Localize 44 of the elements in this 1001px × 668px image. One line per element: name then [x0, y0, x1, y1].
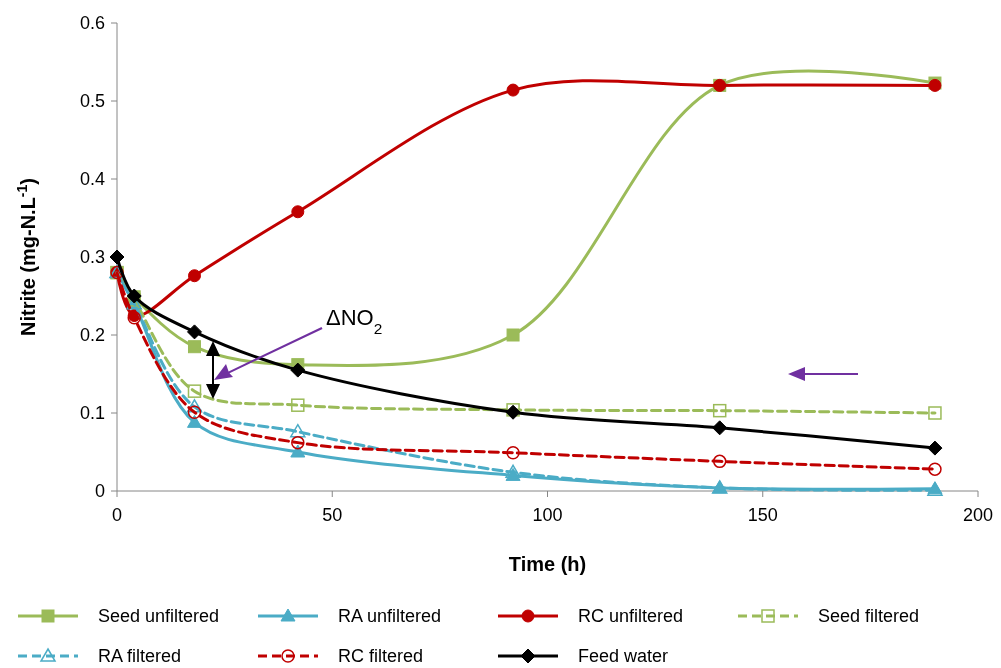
point	[928, 406, 942, 420]
x-tick-label: 200	[962, 505, 994, 525]
point	[186, 399, 203, 413]
point	[291, 435, 305, 450]
legend-label: RC unfiltered	[578, 606, 684, 626]
point	[109, 249, 125, 265]
x-axis-title: Time (h)	[508, 553, 587, 575]
legend-label: RC filtered	[338, 646, 424, 666]
point	[506, 83, 520, 97]
point	[186, 414, 202, 428]
x-tick-label: 0	[111, 505, 123, 525]
point	[506, 328, 520, 342]
x-tick-label: 150	[747, 505, 778, 525]
x-tick-label: 50	[322, 505, 343, 525]
point	[186, 324, 202, 340]
legend-label: Seed filtered	[818, 606, 920, 626]
y-tick-label: 0.6	[79, 13, 105, 33]
point	[290, 362, 306, 378]
y-tick-label: 0.4	[79, 169, 105, 189]
y-tick-label: 0	[94, 481, 105, 501]
point	[187, 384, 202, 398]
point	[712, 454, 727, 469]
y-tick-label: 0.1	[79, 403, 105, 423]
point	[291, 398, 305, 412]
legend-label: RA filtered	[98, 646, 182, 666]
point	[187, 340, 201, 354]
y-tick-label: 0.3	[79, 247, 105, 267]
point	[290, 444, 306, 458]
annotation: ΔNO$_{2}$	[326, 305, 383, 337]
y-tick-label: 0.5	[79, 91, 105, 111]
point	[187, 405, 202, 419]
point	[290, 423, 306, 438]
point	[187, 269, 201, 283]
legend-label: Seed unfiltered	[98, 606, 220, 626]
y-tick-label: 0.2	[79, 325, 105, 345]
point	[712, 420, 728, 436]
legend-label: Feed water	[578, 646, 669, 666]
point	[291, 205, 305, 219]
x-tick-label: 100	[532, 505, 563, 525]
legend-label: RA unfiltered	[338, 606, 442, 626]
point	[506, 446, 520, 460]
point	[927, 440, 943, 456]
point	[928, 462, 942, 476]
point	[712, 403, 727, 418]
